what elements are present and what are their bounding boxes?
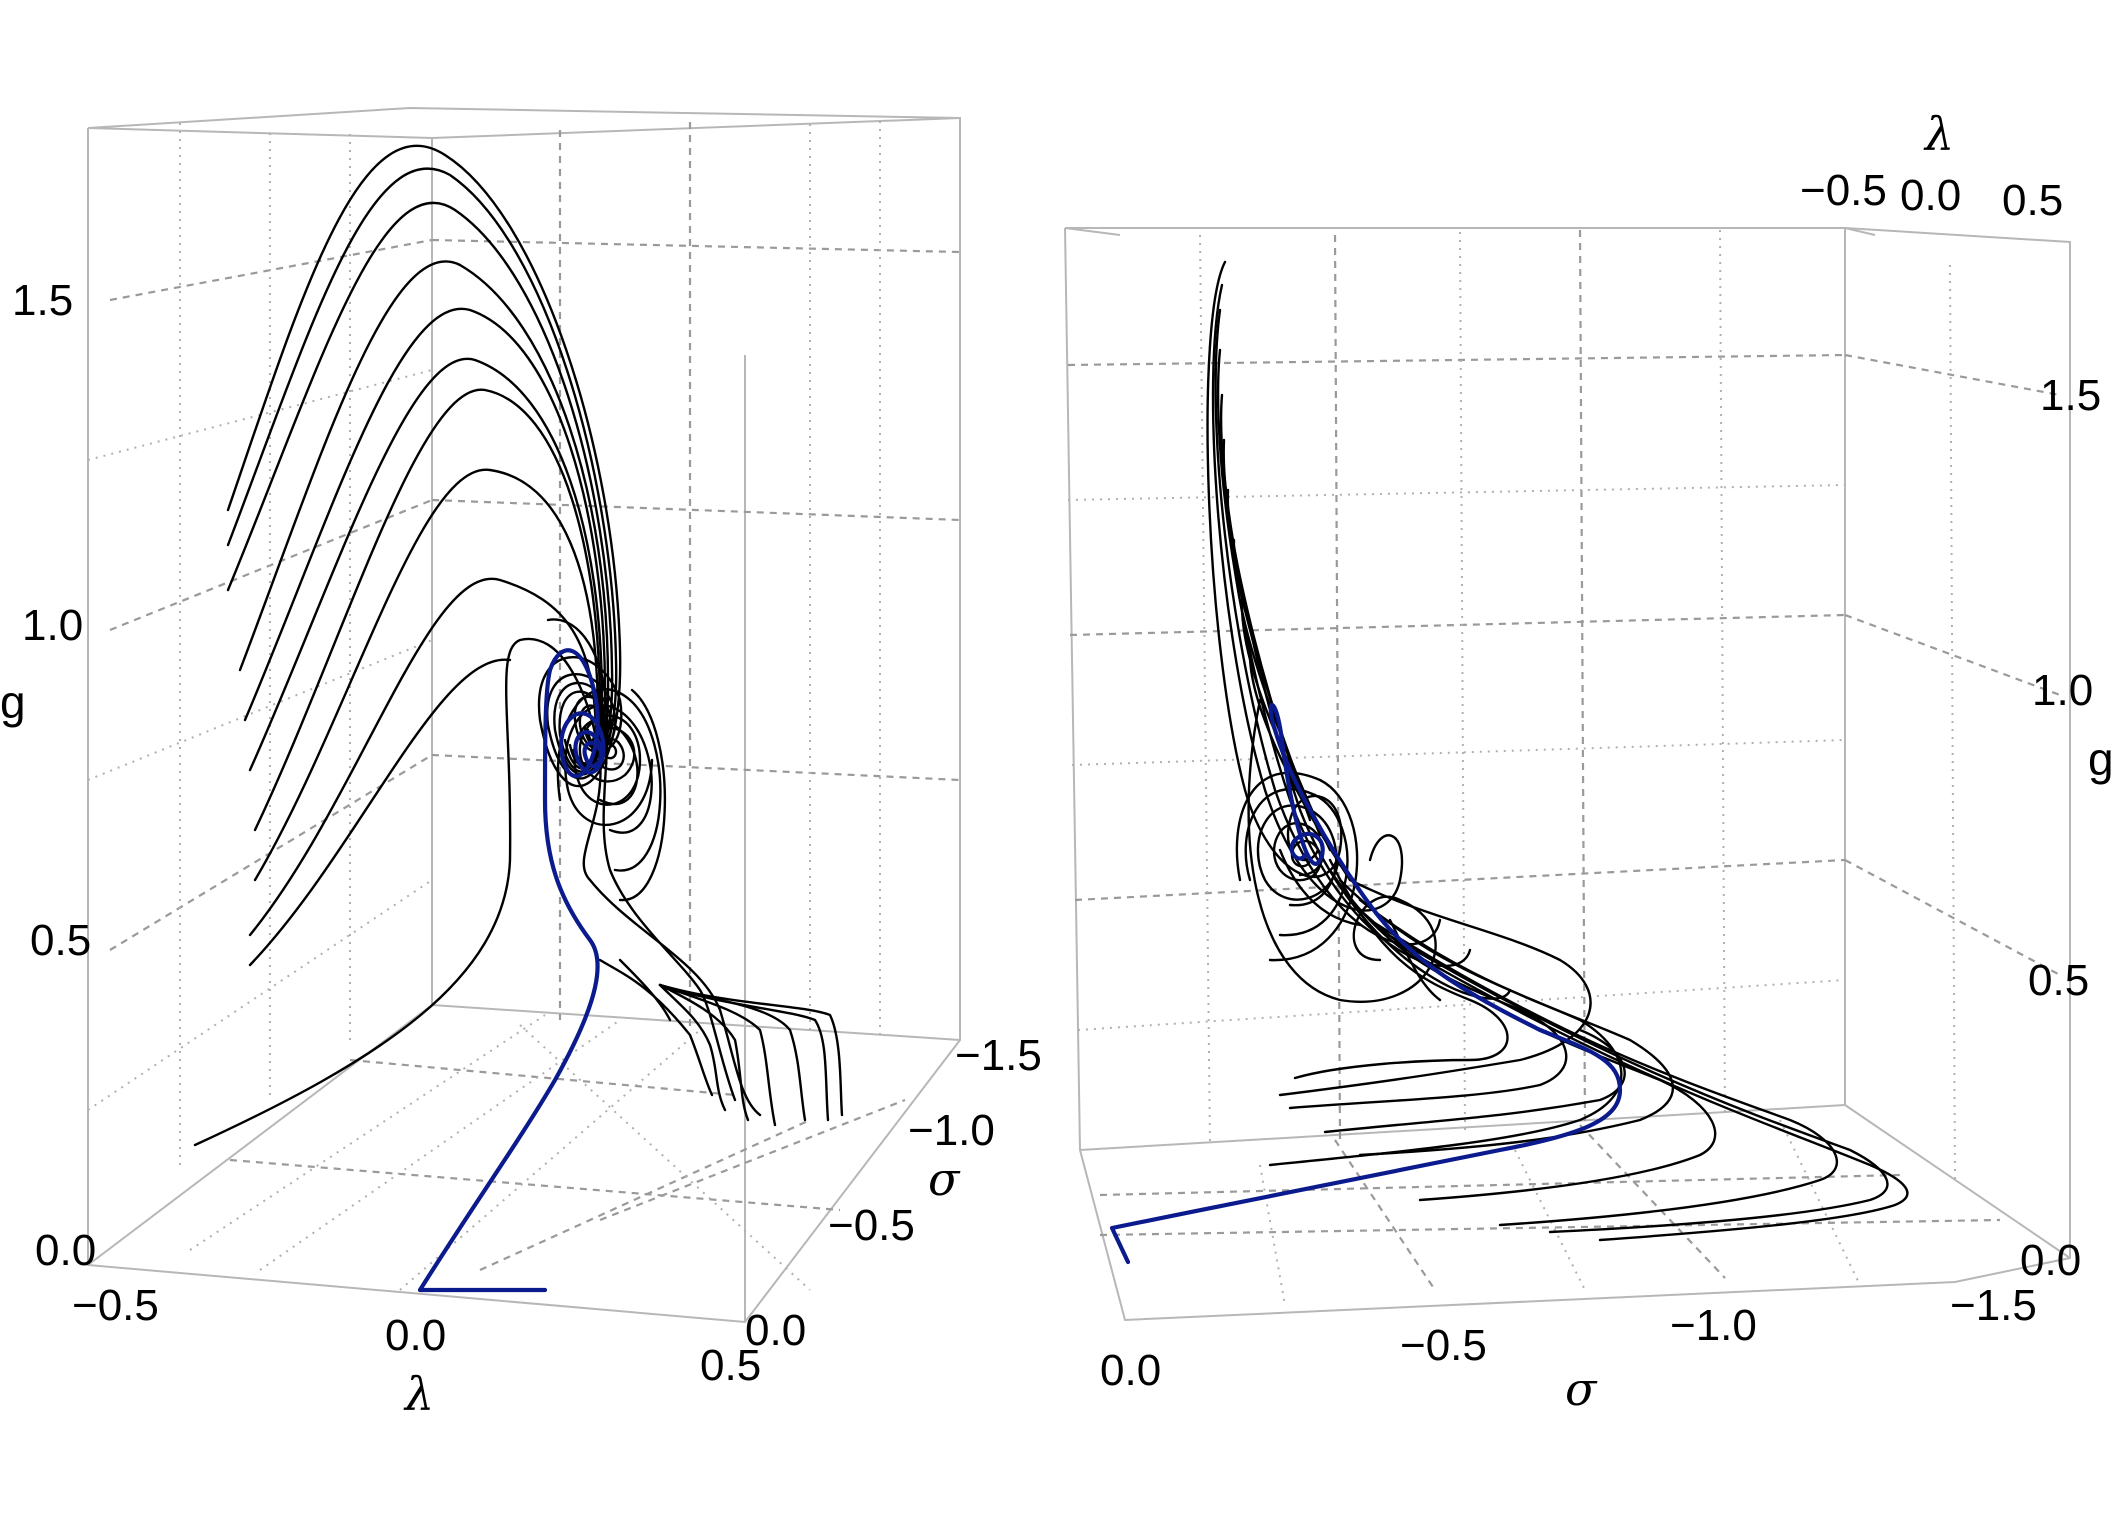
right-lambda-tick-0-5: 0.5 xyxy=(2002,176,2063,225)
left-sigma-tick-neg-0-5: −0.5 xyxy=(828,1201,915,1250)
right-sigma-tick-neg-1-0: −1.0 xyxy=(1670,1301,1757,1350)
right-trajectories xyxy=(1206,260,1909,1242)
right-grid xyxy=(1067,229,2061,1306)
left-lambda-ticks: −0.5 0.0 0.5 xyxy=(72,1281,761,1390)
right-attractor-spiral xyxy=(1235,771,1359,962)
left-grid xyxy=(87,119,961,1291)
left-lambda-axis-label: λ xyxy=(403,1367,434,1421)
right-g-tick-0-5: 0.5 xyxy=(2028,956,2089,1005)
right-lambda-tick-neg-0-5: −0.5 xyxy=(1800,166,1887,215)
left-g-tick-0-5: 0.5 xyxy=(30,916,91,965)
left-g-tick-0-0: 0.0 xyxy=(35,1226,96,1275)
left-g-axis-label: g xyxy=(0,676,26,728)
right-highlighted-trajectory xyxy=(1109,702,1623,1265)
right-lambda-axis-label: λ xyxy=(1923,107,1954,161)
right-g-tick-1-5: 1.5 xyxy=(2040,371,2101,420)
right-sigma-tick-neg-0-5: −0.5 xyxy=(1400,1321,1487,1370)
left-sigma-tick-0-0: 0.0 xyxy=(745,1306,806,1355)
left-g-tick-1-5: 1.5 xyxy=(12,276,73,325)
right-box-edges xyxy=(1064,227,2071,1322)
right-g-axis-label: g xyxy=(2088,733,2114,785)
left-lambda-tick-0-0: 0.0 xyxy=(385,1311,446,1360)
left-g-tick-1-0: 1.0 xyxy=(22,601,83,650)
right-g-ticks: 1.5 1.0 0.5 0.0 xyxy=(2020,371,2101,1285)
left-g-ticks: 1.5 1.0 0.5 0.0 xyxy=(12,276,96,1275)
right-lambda-ticks: −0.5 0.0 0.5 xyxy=(1800,166,2063,225)
left-trajectories xyxy=(193,144,844,1147)
right-panel: 1.5 1.0 0.5 0.0 g −0.5 0.0 0.5 λ 0.0 −0.… xyxy=(1064,107,2114,1416)
right-sigma-axis-label: σ xyxy=(1565,1362,1598,1416)
right-sigma-ticks: 0.0 −0.5 −1.0 −1.5 xyxy=(1100,1281,2037,1395)
right-sigma-tick-0-0: 0.0 xyxy=(1100,1346,1161,1395)
left-sigma-tick-neg-1-5: −1.5 xyxy=(955,1031,1042,1080)
left-sigma-axis-label: σ xyxy=(928,1152,961,1206)
left-lambda-tick-0-5: 0.5 xyxy=(700,1341,761,1390)
left-sigma-tick-neg-1-0: −1.0 xyxy=(908,1106,995,1155)
right-sigma-tick-neg-1-5: −1.5 xyxy=(1950,1281,2037,1330)
right-g-tick-1-0: 1.0 xyxy=(2032,666,2093,715)
left-sigma-ticks: 0.0 −0.5 −1.0 −1.5 xyxy=(745,1031,1042,1355)
right-lambda-tick-0-0: 0.0 xyxy=(1900,171,1961,220)
left-highlighted-trajectory xyxy=(417,648,606,1293)
right-g-tick-0-0: 0.0 xyxy=(2020,1236,2081,1285)
left-panel: 1.5 1.0 0.5 0.0 g −0.5 0.0 0.5 λ 0.0 −0.… xyxy=(0,106,1042,1421)
left-lambda-tick-neg-0-5: −0.5 xyxy=(72,1281,159,1330)
